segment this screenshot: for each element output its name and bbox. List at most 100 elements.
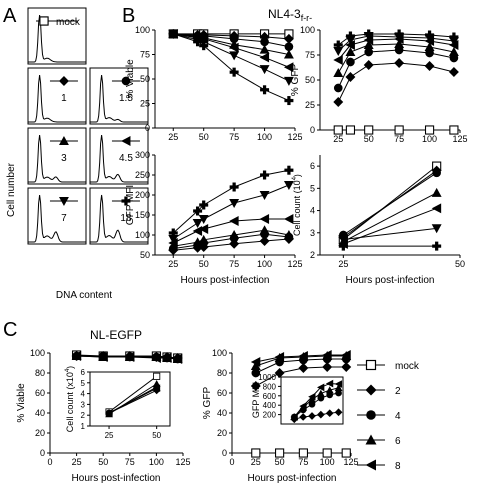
series-triangle-left <box>333 34 459 65</box>
series-plus <box>168 29 294 106</box>
series-triangle-up <box>168 225 294 251</box>
y-tick-label: 3 <box>81 400 86 409</box>
y-axis-label-c-inset: Cell count (x104) <box>65 366 75 432</box>
data-point <box>394 125 404 135</box>
y-tick-label: 25 <box>305 100 315 110</box>
x-tick-label: 25 <box>168 259 178 269</box>
x-tick-label: 25 <box>333 134 343 144</box>
y-tick-label: 5 <box>81 379 86 388</box>
hist-label: mock <box>56 17 81 28</box>
data-point <box>448 67 459 77</box>
y-tick-label: 6 <box>81 368 86 377</box>
histogram-curve <box>90 194 148 243</box>
x-tick-label: 100 <box>257 132 272 142</box>
x-tick-label: 50 <box>199 132 209 142</box>
hist-label: 7 <box>61 213 67 224</box>
series-square <box>338 161 442 245</box>
series-square <box>333 125 459 135</box>
y-tick-label: 0 <box>310 125 315 135</box>
x-tick-label: 25 <box>338 259 348 269</box>
data-point <box>259 225 270 235</box>
series-circle <box>290 389 342 421</box>
x-tick-label: 125 <box>175 457 190 467</box>
y-tick-label: 20 <box>35 428 45 438</box>
chart-B_gfp: 0 25 50 75 100 25 50 75 100 125 <box>300 25 468 144</box>
legend-label: 8 <box>395 461 401 472</box>
histogram-7: 7 <box>27 187 87 245</box>
data-point <box>259 52 270 63</box>
y-tick-label: 800 <box>263 382 277 391</box>
x-tick-label: 50 <box>455 259 465 269</box>
y-tick-label: 1 <box>81 422 86 431</box>
series-triangle-left <box>71 351 183 364</box>
data-point <box>251 448 261 458</box>
x-tick-label: 75 <box>229 132 239 142</box>
x-tick-label: 50 <box>152 431 161 440</box>
y-tick-label: 200 <box>263 411 277 420</box>
data-point <box>341 448 351 458</box>
series-line <box>337 62 455 103</box>
y-tick-label: 4 <box>310 206 315 216</box>
histogram-curve <box>90 134 148 183</box>
y-tick-label: 50 <box>140 250 150 260</box>
y-tick-label: 2 <box>81 411 86 420</box>
data-point <box>284 165 294 175</box>
x-axis-label-b-count: Hours post-infection <box>346 275 435 286</box>
x-tick-label: 125 <box>287 132 302 142</box>
legend-item-mock: mock <box>357 359 420 372</box>
histogram-curve <box>28 14 86 63</box>
series-circle <box>339 168 441 240</box>
series-triangle-left <box>290 379 343 421</box>
legend-marker-circle <box>366 410 376 420</box>
data-point <box>298 363 309 373</box>
legend-label: 4 <box>395 411 401 422</box>
y-tick-label: 100 <box>30 348 45 358</box>
series-diamond <box>250 362 352 391</box>
y-tick-label: 5 <box>310 183 315 193</box>
histogram-18: 18 <box>89 187 149 245</box>
x-tick-label: 75 <box>125 457 135 467</box>
x-tick-label: 125 <box>452 134 467 144</box>
y-tick-label: 250 <box>135 170 150 180</box>
y-tick-label: 0 <box>145 123 150 133</box>
x-tick-label: 0 <box>229 457 234 467</box>
x-tick-label: 0 <box>47 457 52 467</box>
series-diamond <box>333 58 459 107</box>
y-tick-label: 60 <box>217 388 227 398</box>
hist-label: 1.5 <box>119 93 133 104</box>
y-tick-label: 3 <box>310 228 315 238</box>
data-point <box>363 60 374 70</box>
series-line <box>343 192 437 243</box>
y-tick-label: 2 <box>310 250 315 260</box>
histogram-1.5: 1.5 <box>89 67 149 125</box>
y-tick-label: 40 <box>35 408 45 418</box>
histogram-mock: mock <box>27 7 87 65</box>
x-tick-label: 25 <box>251 457 261 467</box>
series-square <box>168 29 294 39</box>
data-point <box>432 241 442 251</box>
x-tick-label: 75 <box>394 134 404 144</box>
series-triangle-up <box>333 39 459 78</box>
data-point <box>229 51 240 61</box>
data-point <box>364 125 374 135</box>
y-tick-label: 1000 <box>258 373 276 382</box>
series-line <box>173 229 290 247</box>
y-tick-label: 75 <box>140 50 150 60</box>
x-tick-label: 50 <box>364 134 374 144</box>
y-axis-label-c-gfp: % GFP <box>202 387 213 420</box>
y-tick-label: 20 <box>217 428 227 438</box>
x-tick-label: 75 <box>229 259 239 269</box>
data-point <box>345 72 356 82</box>
y-tick-label: 150 <box>135 210 150 220</box>
data-point <box>345 125 356 135</box>
panel-letter-a: A <box>3 5 17 27</box>
chart-B_viable: 0 25 50 75 100 25 50 75 100 125 <box>135 25 303 142</box>
y-tick-label: 80 <box>217 368 227 378</box>
x-tick-label: 25 <box>72 457 82 467</box>
series-triangle-down <box>338 224 442 245</box>
chart-B_count: 2 3 4 5 6 25 50 <box>310 155 465 269</box>
x-axis-label-b-mfi: Hours post-infection <box>181 275 270 286</box>
series-circle <box>333 45 459 93</box>
